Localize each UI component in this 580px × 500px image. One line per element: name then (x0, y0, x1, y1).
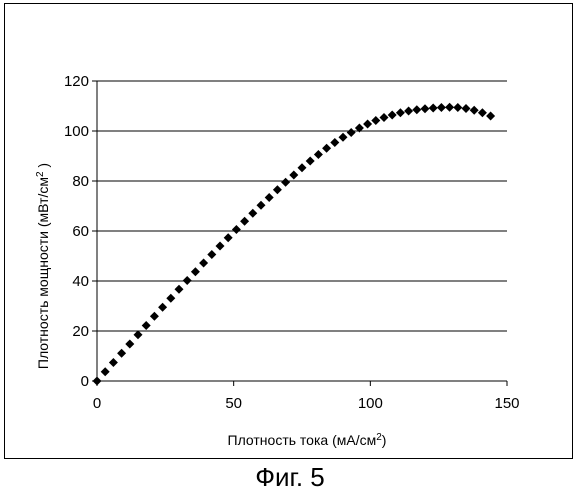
y-tick-label-0: 0 (81, 373, 89, 390)
data-point (322, 144, 331, 153)
data-point (257, 201, 266, 210)
data-point (166, 294, 175, 303)
y-tick-label-40: 40 (72, 273, 89, 290)
data-point (93, 377, 102, 386)
data-point (183, 276, 192, 285)
data-point (388, 111, 397, 120)
data-point (453, 103, 462, 112)
data-point (207, 250, 216, 259)
data-point (134, 330, 143, 339)
y-tick-labels: 0 20 40 60 80 100 120 (64, 73, 89, 390)
data-point (478, 108, 487, 117)
figure-caption: Фиг. 5 (0, 462, 580, 492)
axes (92, 81, 507, 386)
x-axis-label: Плотность тока (мА/см2) (228, 432, 387, 449)
data-point (330, 138, 339, 147)
x-tick-label-100: 100 (358, 395, 383, 412)
data-point (232, 225, 241, 234)
chart: 0 20 40 60 80 100 120 0 50 100 150 Плотность мощн… (5, 4, 574, 460)
data-point (248, 209, 257, 218)
data-point (380, 113, 389, 122)
data-points (93, 103, 496, 386)
data-point (429, 104, 438, 113)
data-point (363, 120, 372, 129)
data-point (412, 105, 421, 114)
x-tick-label-0: 0 (93, 395, 101, 412)
data-point (150, 312, 159, 321)
y-tick-label-80: 80 (72, 173, 89, 190)
data-point (470, 106, 479, 115)
data-point (224, 233, 233, 242)
chart-frame: 0 20 40 60 80 100 120 0 50 100 150 Плотность мощн… (4, 3, 573, 459)
data-point (273, 185, 282, 194)
data-point (109, 358, 118, 367)
data-point (101, 367, 110, 376)
data-point (486, 112, 495, 121)
data-point (142, 321, 151, 330)
data-point (158, 303, 167, 312)
y-axis-label: Плотность мощности (мВт/см2 ) (35, 163, 52, 369)
data-point (421, 104, 430, 113)
data-point (265, 193, 274, 202)
data-point (175, 285, 184, 294)
x-tick-label-50: 50 (225, 395, 242, 412)
data-point (445, 103, 454, 112)
y-tick-label-120: 120 (64, 73, 89, 90)
data-point (199, 259, 208, 268)
y-tick-label-100: 100 (64, 123, 89, 140)
data-point (437, 103, 446, 112)
data-point (462, 104, 471, 113)
data-point (371, 116, 380, 125)
data-point (117, 349, 126, 358)
data-point (281, 178, 290, 187)
data-point (298, 163, 307, 172)
data-point (396, 108, 405, 117)
y-tick-label-20: 20 (72, 323, 89, 340)
x-tick-labels: 0 50 100 150 (93, 395, 520, 412)
data-point (347, 128, 356, 137)
data-point (306, 157, 315, 166)
data-point (289, 171, 298, 180)
x-tick-label-150: 150 (494, 395, 519, 412)
data-point (191, 267, 200, 276)
data-point (240, 217, 249, 226)
data-point (404, 107, 413, 116)
data-point (314, 150, 323, 159)
y-tick-label-60: 60 (72, 223, 89, 240)
data-point (216, 242, 225, 251)
gridlines (97, 81, 507, 331)
data-point (125, 340, 134, 349)
data-point (339, 133, 348, 142)
